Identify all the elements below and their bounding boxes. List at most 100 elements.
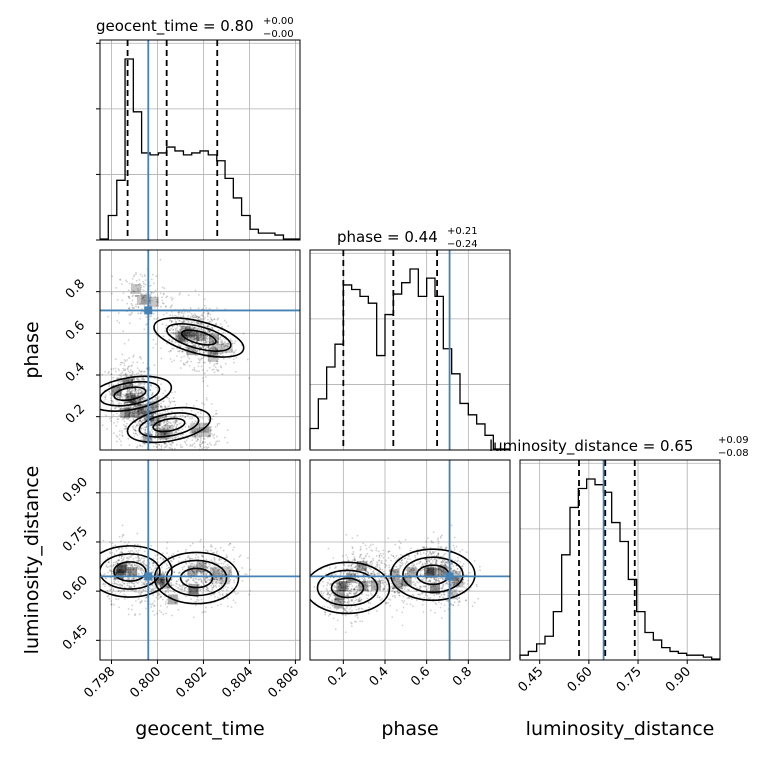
sample-point: [182, 363, 185, 366]
sample-point: [182, 312, 185, 315]
sample-point: [247, 557, 249, 559]
sample-point: [135, 414, 138, 417]
sample-point: [412, 567, 415, 570]
sample-point: [193, 321, 195, 323]
sample-point: [148, 457, 150, 459]
sample-point: [356, 591, 358, 594]
sample-point: [141, 398, 144, 400]
sample-point: [225, 593, 228, 596]
sample-point: [233, 546, 236, 549]
sample-point: [172, 558, 175, 560]
sample-point: [118, 408, 121, 411]
sample-point: [367, 572, 370, 574]
sample-point: [404, 557, 407, 560]
sample-point: [434, 569, 437, 572]
sample-point: [130, 400, 133, 403]
sample-point: [149, 416, 151, 419]
sample-point: [162, 571, 164, 574]
sample-point: [326, 584, 329, 587]
sample-point: [183, 440, 186, 443]
sample-point: [215, 561, 217, 564]
sample-point: [211, 345, 214, 348]
sample-point: [340, 586, 343, 589]
sample-point: [347, 598, 350, 600]
sample-point: [335, 566, 337, 568]
sample-point: [203, 579, 206, 582]
sample-point: [365, 594, 368, 596]
sample-point: [411, 581, 414, 584]
sample-point: [435, 568, 438, 571]
sample-point: [171, 584, 173, 587]
sample-point: [193, 422, 196, 424]
sample-point: [117, 589, 120, 592]
sample-point: [119, 396, 121, 399]
sample-point: [159, 423, 162, 426]
sample-point: [202, 587, 205, 590]
sample-point: [212, 578, 215, 581]
sample-point: [164, 410, 167, 413]
sample-point: [151, 414, 153, 417]
sample-point: [135, 564, 138, 567]
contour-line: [180, 329, 217, 346]
sample-point: [138, 383, 140, 385]
sample-point: [172, 347, 175, 350]
sample-point: [142, 395, 145, 398]
sample-point: [141, 600, 143, 602]
sample-point: [143, 378, 146, 381]
sample-point: [160, 434, 162, 436]
sample-point: [208, 329, 210, 332]
sample-point: [106, 589, 109, 592]
sample-point: [141, 572, 144, 575]
sample-point: [150, 424, 152, 427]
sample-point: [176, 424, 178, 427]
density-cell: [124, 407, 135, 418]
sample-point: [133, 274, 136, 277]
sample-point: [192, 577, 195, 580]
sample-point: [207, 435, 210, 437]
sample-point: [139, 356, 142, 358]
sample-point: [205, 573, 208, 576]
sample-point: [108, 390, 111, 393]
sample-point: [367, 602, 370, 604]
sample-point: [161, 425, 163, 428]
sample-point: [378, 559, 380, 562]
sample-point: [403, 588, 406, 590]
sample-point: [195, 581, 198, 584]
sample-point: [140, 373, 143, 376]
sample-point: [199, 435, 201, 438]
sample-point: [108, 560, 110, 563]
sample-point: [413, 583, 415, 586]
sample-point: [124, 425, 127, 428]
sample-point: [162, 416, 165, 419]
sample-point: [219, 546, 222, 549]
sample-point: [153, 421, 156, 424]
sample-point: [161, 416, 164, 418]
sample-point: [215, 362, 218, 365]
sample-point: [221, 373, 224, 375]
sample-point: [373, 585, 376, 588]
sample-point: [342, 563, 345, 566]
sample-point: [175, 431, 178, 434]
density-cell: [336, 581, 347, 592]
sample-point: [355, 565, 358, 568]
sample-point: [170, 360, 173, 363]
sample-point: [197, 327, 199, 330]
sample-point: [401, 583, 403, 585]
sample-point: [94, 385, 96, 387]
sample-point: [238, 570, 241, 573]
sample-point: [191, 421, 194, 423]
sample-point: [129, 401, 132, 404]
sample-point: [212, 348, 214, 351]
sample-point: [246, 358, 249, 361]
density-cell: [160, 429, 171, 440]
sample-point: [216, 569, 219, 571]
sample-point: [143, 370, 146, 373]
sample-point: [120, 375, 123, 378]
sample-point: [399, 542, 402, 545]
sample-point: [220, 562, 223, 565]
sample-point: [364, 568, 367, 570]
sample-point: [351, 599, 354, 601]
sample-point: [188, 335, 191, 338]
sample-point: [181, 446, 184, 448]
sample-point: [131, 401, 134, 404]
